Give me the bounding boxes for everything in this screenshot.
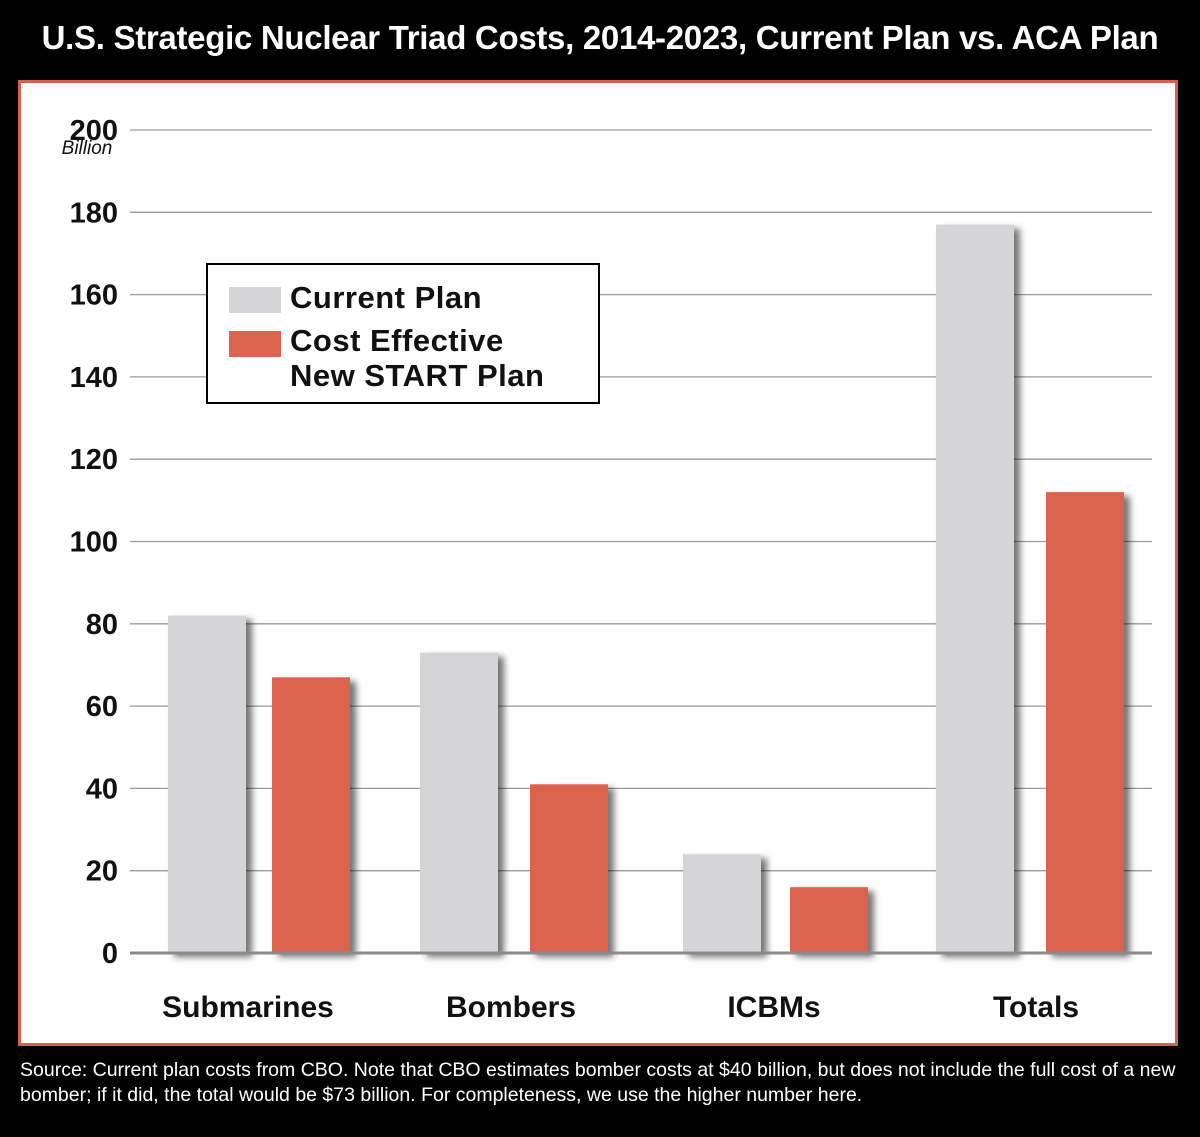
y-tick-label-0: 0 <box>102 938 118 970</box>
y-tick-label-180: 180 <box>70 197 118 229</box>
y-tick-label-200: 200 <box>70 115 118 147</box>
y-tick-label-100: 100 <box>70 527 118 559</box>
legend-swatch-aca <box>229 331 281 357</box>
y-tick-label-160: 160 <box>70 280 118 312</box>
y-unit-label: Billion <box>62 138 113 159</box>
y-tick-label-20: 20 <box>86 856 118 888</box>
legend-label-current: Current Plan <box>290 280 483 315</box>
y-tick-label-140: 140 <box>70 362 118 394</box>
y-tick-label-80: 80 <box>86 609 118 641</box>
bar-current-bombers <box>420 652 498 953</box>
bar-aca-submarines <box>272 677 350 953</box>
y-tick-label-40: 40 <box>86 773 118 805</box>
bar-aca-bombers <box>530 784 608 953</box>
legend-label-aca: Cost Effective New START Plan <box>290 323 545 393</box>
legend: Current Plan Cost Effective New START Pl… <box>206 263 600 404</box>
legend-swatch-current <box>229 287 281 313</box>
bar-current-totals <box>936 224 1014 953</box>
chart-title: U.S. Strategic Nuclear Triad Costs, 2014… <box>41 19 1159 56</box>
x-tick-label-totals: Totals <box>993 991 1079 1024</box>
y-tick-label-60: 60 <box>86 691 118 723</box>
bar-current-submarines <box>168 615 246 953</box>
x-tick-label-bombers: Bombers <box>446 991 576 1024</box>
y-tick-label-120: 120 <box>70 444 118 476</box>
source-note: Source: Current plan costs from CBO. Not… <box>20 1059 1176 1106</box>
bar-current-icbms <box>683 854 761 953</box>
bar-aca-icbms <box>790 887 868 953</box>
bar-aca-totals <box>1046 492 1124 953</box>
x-tick-label-icbms: ICBMs <box>727 991 820 1024</box>
x-tick-label-submarines: Submarines <box>162 991 334 1024</box>
